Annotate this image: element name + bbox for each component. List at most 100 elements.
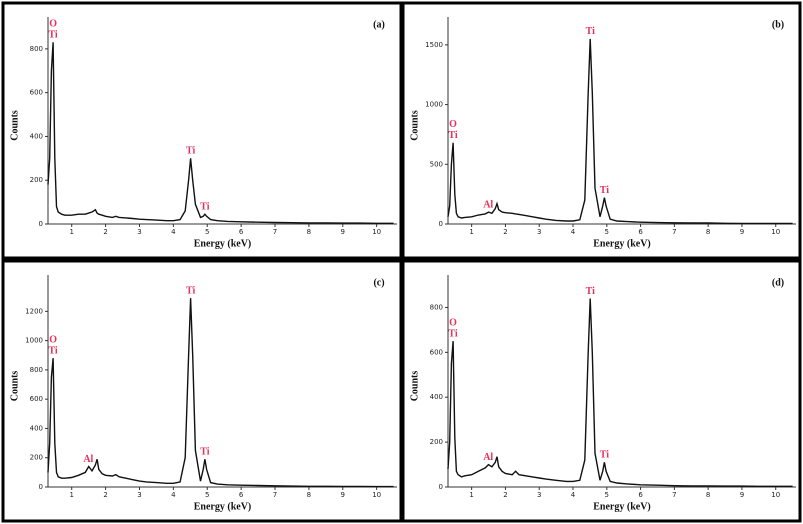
chart-title: (d) [772, 277, 784, 288]
x-tick-label: 3 [537, 228, 541, 236]
panel-border [401, 259, 802, 523]
peak-label: Al [483, 199, 493, 210]
x-tick-label: 9 [341, 228, 345, 236]
x-tick-label: 5 [605, 491, 609, 499]
x-tick-label: 5 [605, 228, 609, 236]
peak-label: Ti [200, 201, 209, 212]
x-tick-label: 6 [239, 491, 244, 499]
x-tick-label: 2 [103, 228, 107, 236]
x-tick-label: 10 [771, 228, 780, 236]
y-tick-label: 400 [430, 393, 443, 401]
peak-label: Ti [600, 185, 609, 196]
x-tick-label: 2 [503, 491, 507, 499]
x-tick-label: 4 [571, 491, 576, 499]
x-tick-label: 7 [273, 491, 277, 499]
x-tick-label: 10 [771, 491, 780, 499]
x-tick-label: 1 [69, 228, 73, 236]
x-tick-label: 2 [503, 228, 507, 236]
panel: 0 200 400 600 800 1 2 3 4 5 6 7 8 9 10 (d) Energy (keV) C… [401, 259, 802, 523]
y-tick-label: 600 [430, 348, 443, 356]
spectrum-line [447, 38, 793, 225]
peak-label: Al [83, 454, 93, 465]
y-axis-label: Counts [409, 110, 420, 141]
y-tick-label: 200 [30, 176, 43, 184]
y-tick-label: 0 [39, 483, 43, 491]
x-tick-label: 1 [469, 491, 473, 499]
peak-label: Al [483, 452, 493, 463]
panel-border [1, 1, 403, 260]
y-axis-label: Counts [9, 371, 20, 402]
x-tick-label: 1 [469, 228, 473, 236]
y-tick-label: 400 [30, 132, 43, 140]
peak-label: Ti [448, 328, 457, 339]
x-tick-label: 6 [239, 228, 244, 236]
chart-title: (c) [373, 277, 384, 288]
x-tick-label: 10 [372, 228, 381, 236]
panel: 0 500 1000 1500 1 2 3 4 5 6 7 8 9 10 (b) Energy (keV) Co… [401, 1, 802, 260]
y-tick-label: 0 [439, 483, 443, 491]
y-tick-label: 400 [30, 424, 43, 432]
y-tick-label: 1000 [425, 101, 443, 109]
x-tick-label: 9 [341, 491, 345, 499]
peak-label: Ti [600, 450, 609, 461]
x-tick-label: 6 [638, 491, 643, 499]
panel: 0 200 400 600 800 1000 1200 1 2 3 4 5 6 7 8 9 10 (c) Energ… [1, 259, 403, 523]
x-tick-label: 3 [537, 491, 541, 499]
peak-label: Ti [448, 130, 457, 141]
x-tick-label: 1 [69, 491, 73, 499]
x-tick-label: 6 [638, 228, 643, 236]
x-axis-label: Energy (keV) [593, 501, 651, 512]
y-tick-label: 1200 [25, 307, 43, 315]
x-tick-label: 7 [273, 228, 277, 236]
chart-title: (b) [772, 19, 784, 30]
x-tick-label: 3 [137, 491, 141, 499]
y-tick-label: 200 [30, 454, 43, 462]
y-tick-label: 1500 [425, 41, 443, 49]
peak-label: O [49, 334, 57, 345]
y-tick-label: 0 [39, 220, 43, 228]
y-tick-label: 800 [30, 45, 43, 53]
spectrum-line [47, 42, 394, 224]
y-tick-label: 800 [430, 303, 443, 311]
x-tick-label: 3 [137, 228, 141, 236]
x-tick-label: 7 [672, 491, 676, 499]
panel-border [1, 259, 403, 523]
peak-label: Ti [186, 146, 195, 157]
x-tick-label: 4 [171, 228, 176, 236]
peak-label: Ti [48, 345, 57, 356]
y-tick-label: 600 [30, 89, 43, 97]
chart-title: (a) [373, 19, 385, 30]
panel-border [401, 1, 802, 260]
peak-label: Ti [48, 30, 57, 41]
x-tick-label: 10 [372, 491, 381, 499]
y-tick-label: 500 [430, 160, 443, 168]
y-tick-label: 1000 [25, 337, 43, 345]
y-tick-label: 200 [430, 438, 443, 446]
y-tick-label: 800 [30, 366, 43, 374]
peak-label: Ti [586, 26, 595, 37]
x-tick-label: 8 [307, 228, 311, 236]
x-tick-label: 5 [205, 228, 209, 236]
peak-label: O [449, 317, 457, 328]
x-axis-label: Energy (keV) [593, 238, 651, 249]
x-tick-label: 7 [672, 228, 676, 236]
x-tick-label: 8 [307, 491, 311, 499]
x-tick-label: 9 [740, 491, 744, 499]
y-axis-label: Counts [409, 371, 420, 402]
spectrum-line [447, 298, 793, 487]
peak-label: Ti [586, 286, 595, 297]
y-tick-label: 600 [30, 395, 43, 403]
x-tick-label: 2 [103, 491, 107, 499]
x-tick-label: 8 [706, 491, 710, 499]
x-axis-label: Energy (keV) [194, 501, 252, 512]
peak-label: O [49, 19, 57, 30]
panel: 0 200 400 600 800 1 2 3 4 5 6 7 8 9 10 (a) Energy (keV) C… [1, 1, 403, 260]
peak-label: Ti [200, 446, 209, 457]
y-axis-label: Counts [9, 110, 20, 141]
peak-label: O [449, 119, 457, 130]
x-tick-label: 8 [706, 228, 710, 236]
x-axis-label: Energy (keV) [194, 238, 252, 249]
spectrum-line [47, 298, 394, 488]
x-tick-label: 9 [740, 228, 744, 236]
